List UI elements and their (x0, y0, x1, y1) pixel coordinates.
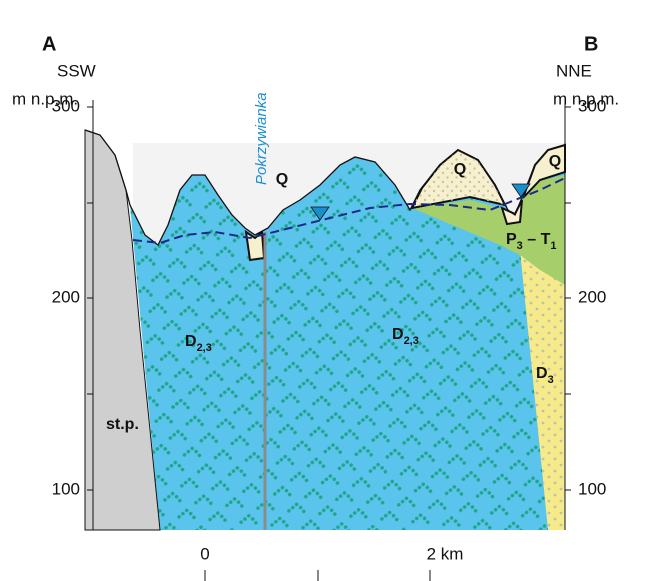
unit-label: D2,3 (392, 326, 419, 347)
unit-symbol: D (536, 365, 548, 382)
unit-symbol: P (506, 231, 517, 248)
unit-symbol: D (185, 333, 197, 350)
unit-label: P3 – T1 (506, 231, 557, 252)
tick-label: 300 (52, 96, 80, 115)
unit-symbol: – (523, 231, 541, 248)
unit-symbol: D (392, 326, 404, 343)
direction-label: SSW (57, 61, 96, 80)
upper-devonian-pattern (520, 240, 565, 530)
tick-label: 200 (52, 287, 80, 306)
water-table (132, 177, 566, 245)
point-label: A (42, 33, 56, 55)
axis-unit: m n.p.m. (12, 89, 78, 108)
unit-label: Q (549, 153, 561, 170)
water-table-marker (511, 183, 531, 198)
unit-subscript: 2,3 (404, 335, 419, 347)
water-table-marker (310, 206, 330, 221)
tick-label: 0 (200, 544, 209, 563)
unit-subscript: 3 (517, 240, 523, 252)
tick-label: 100 (52, 479, 80, 498)
quaternary-pattern (412, 150, 505, 208)
permo-triassic-unit (412, 175, 565, 285)
unit-subscript: 2,3 (197, 342, 212, 354)
unit-label: Q (276, 171, 288, 188)
point-label: B (584, 33, 598, 55)
tick-label: 100 (578, 479, 606, 498)
devonian-pattern (130, 145, 565, 530)
axis-unit: m n.p.m. (553, 89, 619, 108)
unit-symbol: T (541, 231, 551, 248)
direction-label: NNE (556, 61, 592, 80)
tick-label: 200 (578, 287, 606, 306)
quaternary-unit (244, 229, 266, 262)
tick-label: 300 (578, 96, 606, 115)
unit-label: D3 (536, 365, 554, 386)
river-label: Pokrzywianka (253, 92, 270, 185)
unit-subscript: 1 (550, 240, 556, 252)
unit-label: st.p. (106, 416, 139, 433)
unit-subscript: 3 (548, 374, 554, 386)
tick-label: 2 km (427, 544, 464, 563)
axis-ticks (87, 106, 571, 581)
unit-label: Q (454, 161, 466, 178)
unit-label: D2,3 (185, 333, 212, 354)
